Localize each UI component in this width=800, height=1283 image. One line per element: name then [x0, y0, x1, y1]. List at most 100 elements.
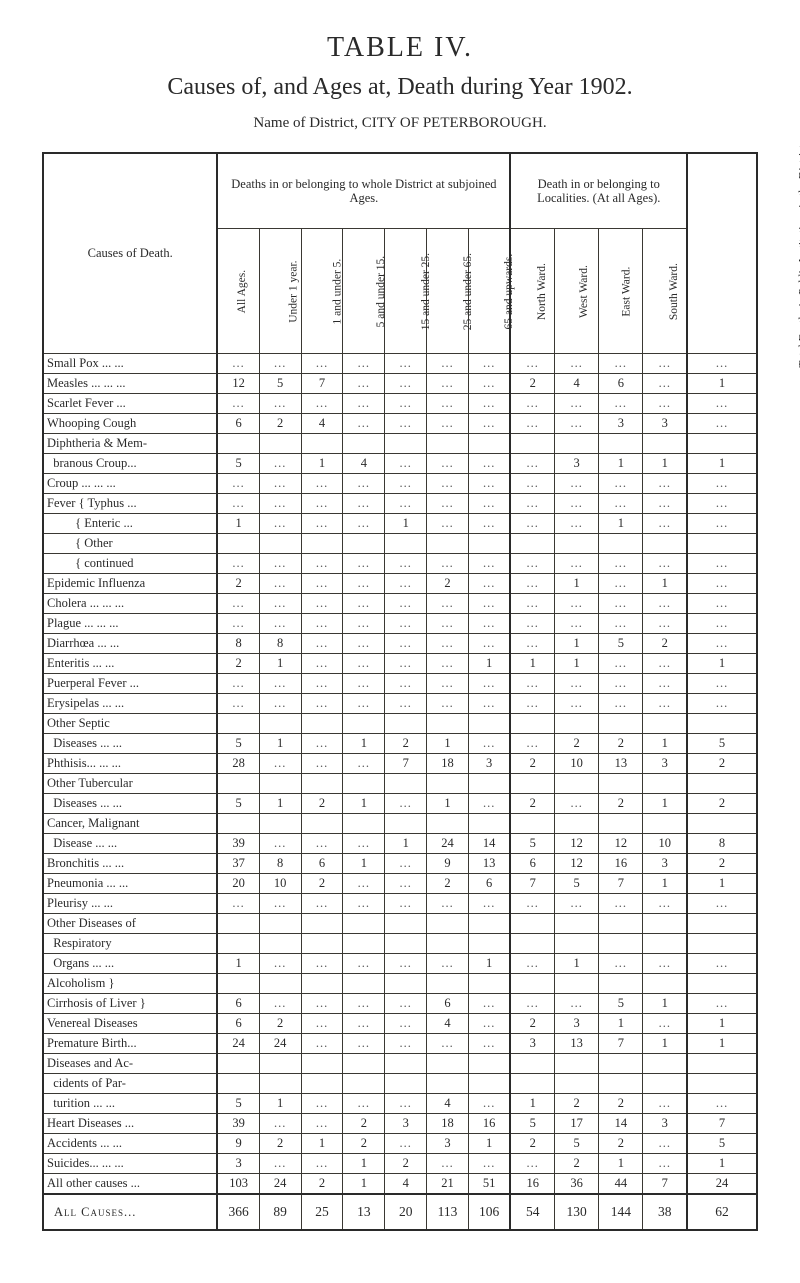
ellipsis: ...	[483, 556, 495, 570]
row-label: Cancer, Malignant	[43, 814, 217, 834]
data-cell: 2	[599, 1134, 643, 1154]
data-cell: 12	[555, 834, 599, 854]
data-cell	[468, 814, 510, 834]
data-cell: 6	[427, 994, 469, 1014]
ellipsis: ...	[400, 896, 412, 910]
table-row: Scarlet Fever ..........................…	[43, 394, 757, 414]
ellipsis: ...	[659, 1136, 671, 1150]
data-cell: ...	[343, 954, 385, 974]
data-cell: 103	[217, 1174, 259, 1195]
data-cell	[510, 534, 554, 554]
data-cell	[217, 434, 259, 454]
ellipsis: ...	[527, 476, 539, 490]
table-row: Other Tubercular	[43, 774, 757, 794]
ellipsis: ...	[274, 1156, 286, 1170]
ellipsis: ...	[400, 636, 412, 650]
ellipsis: ...	[316, 616, 328, 630]
data-cell	[301, 974, 343, 994]
data-cell: 36	[555, 1174, 599, 1195]
data-cell: ...	[599, 594, 643, 614]
data-cell: 1	[555, 574, 599, 594]
data-cell	[343, 714, 385, 734]
data-cell	[301, 534, 343, 554]
ellipsis: ...	[316, 476, 328, 490]
data-cell: ...	[510, 634, 554, 654]
data-cell	[555, 534, 599, 554]
table-header: Causes of Death. Deaths in or belonging …	[43, 153, 757, 354]
ellipsis: ...	[274, 556, 286, 570]
ellipsis: ...	[441, 496, 453, 510]
data-cell: ...	[427, 654, 469, 674]
data-cell: 5	[555, 874, 599, 894]
data-cell: 7	[385, 754, 427, 774]
ellipsis: ...	[659, 676, 671, 690]
totals-label: All Causes...	[43, 1194, 217, 1230]
data-cell: ...	[343, 414, 385, 434]
data-cell	[599, 934, 643, 954]
row-label: Pleurisy ... ...	[43, 894, 217, 914]
data-cell: ...	[343, 594, 385, 614]
row-label: Suicides... ... ...	[43, 1154, 217, 1174]
ellipsis: ...	[527, 996, 539, 1010]
ellipsis: ...	[358, 576, 370, 590]
ellipsis: ...	[570, 796, 582, 810]
data-cell: ...	[301, 694, 343, 714]
data-cell	[510, 434, 554, 454]
data-cell: ...	[468, 1034, 510, 1054]
table-row: Measles ... ... ...1257............246..…	[43, 374, 757, 394]
ellipsis: ...	[570, 396, 582, 410]
data-cell: 2	[687, 754, 757, 774]
ellipsis: ...	[483, 996, 495, 1010]
page: TABLE IV. Causes of, and Ages at, Death …	[0, 0, 800, 1271]
data-cell: ...	[385, 994, 427, 1014]
ellipsis: ...	[232, 616, 244, 630]
ellipsis: ...	[232, 696, 244, 710]
data-cell	[385, 1054, 427, 1074]
row-label: { Enteric ...	[43, 514, 217, 534]
data-cell: ...	[343, 514, 385, 534]
data-cell: 37	[217, 854, 259, 874]
table-number: TABLE IV.	[42, 32, 758, 64]
ellipsis: ...	[527, 456, 539, 470]
data-cell	[427, 974, 469, 994]
row-label: Cholera ... ... ...	[43, 594, 217, 614]
data-cell	[510, 974, 554, 994]
table-row: Small Pox ... ..........................…	[43, 354, 757, 374]
totals-cell: 113	[427, 1194, 469, 1230]
ellipsis: ...	[316, 896, 328, 910]
data-cell	[259, 1054, 301, 1074]
data-cell: 2	[385, 1154, 427, 1174]
data-cell	[217, 534, 259, 554]
data-cell: 1	[687, 374, 757, 394]
ellipsis: ...	[527, 1156, 539, 1170]
data-cell: ...	[687, 514, 757, 534]
data-cell: 1	[217, 514, 259, 534]
data-cell: 6	[301, 854, 343, 874]
ellipsis: ...	[232, 896, 244, 910]
ellipsis: ...	[615, 656, 627, 670]
table-row: Premature Birth...2424...............313…	[43, 1034, 757, 1054]
ellipsis: ...	[358, 996, 370, 1010]
ellipsis: ...	[716, 996, 728, 1010]
data-cell: 7	[643, 1174, 687, 1195]
data-cell: ...	[301, 994, 343, 1014]
ellipsis: ...	[716, 676, 728, 690]
data-cell: ...	[555, 474, 599, 494]
data-cell: ...	[343, 634, 385, 654]
data-cell: ...	[385, 894, 427, 914]
data-cell: 3	[427, 1134, 469, 1154]
data-cell: 3	[468, 754, 510, 774]
data-cell: 39	[217, 834, 259, 854]
data-cell: ...	[301, 1154, 343, 1174]
ellipsis: ...	[483, 356, 495, 370]
data-cell: 1	[599, 454, 643, 474]
ellipsis: ...	[232, 356, 244, 370]
data-cell: ...	[599, 954, 643, 974]
data-cell	[687, 774, 757, 794]
data-cell: 2	[385, 734, 427, 754]
data-cell: 2	[687, 794, 757, 814]
data-cell: 7	[599, 874, 643, 894]
data-cell: 6	[217, 994, 259, 1014]
ellipsis: ...	[716, 896, 728, 910]
data-cell: ...	[510, 734, 554, 754]
